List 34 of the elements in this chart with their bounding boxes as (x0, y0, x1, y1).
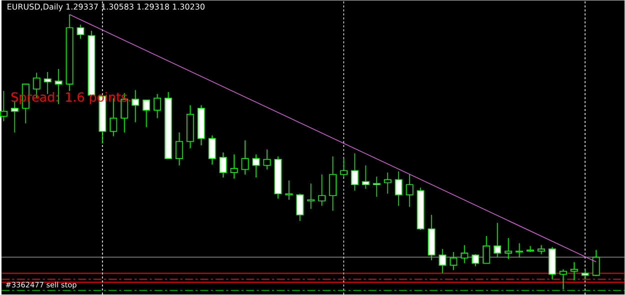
candlestick (230, 154, 238, 180)
candlestick (559, 268, 567, 290)
candlestick (394, 171, 402, 206)
candlestick (438, 248, 446, 274)
candlestick (372, 176, 380, 198)
candlestick (252, 154, 260, 178)
candlestick (208, 135, 216, 166)
candlestick (340, 158, 348, 178)
candlestick (482, 236, 490, 264)
candlestick (384, 172, 392, 194)
candlestick (307, 183, 315, 210)
candlestick (362, 165, 370, 190)
candlestick (450, 252, 458, 271)
candlestick (460, 244, 468, 264)
candlestick (318, 174, 326, 206)
candlestick (592, 250, 600, 277)
candlestick (504, 238, 512, 260)
candlestick (329, 156, 336, 212)
candlestick (351, 152, 358, 192)
candlestick (406, 174, 414, 208)
candlestick (219, 152, 227, 178)
candlestick (176, 132, 183, 166)
candlestick (142, 100, 150, 128)
candlestick (241, 140, 249, 175)
candlestick (263, 149, 271, 170)
candlestick (296, 193, 304, 222)
candlestick (570, 262, 578, 281)
candlestick (472, 254, 480, 267)
candlestick (494, 222, 502, 258)
candlestick (516, 242, 523, 258)
candlestick (538, 244, 545, 255)
candlestick (132, 90, 140, 123)
candlestick (154, 94, 161, 119)
candlestick (76, 24, 84, 40)
